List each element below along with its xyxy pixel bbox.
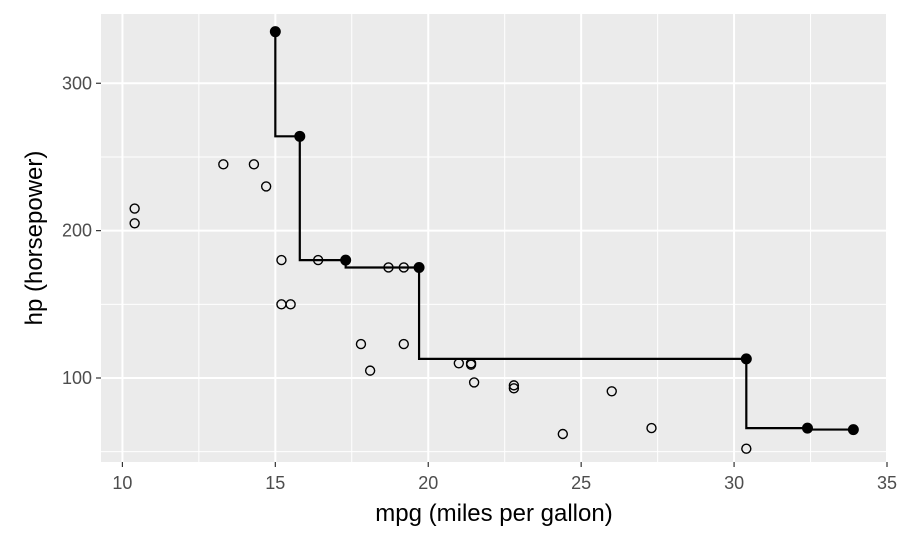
filled-point xyxy=(340,254,352,266)
open-point xyxy=(383,262,394,273)
x-tick-label: 20 xyxy=(418,473,438,493)
open-point xyxy=(508,380,520,391)
y-tick-label: 200 xyxy=(62,221,92,241)
open-point xyxy=(248,159,260,170)
open-point xyxy=(129,203,140,214)
open-point xyxy=(276,254,287,266)
x-tick-label: 30 xyxy=(724,473,744,493)
open-point xyxy=(364,365,376,376)
y-tick-label: 100 xyxy=(62,368,92,388)
open-point xyxy=(218,159,229,170)
filled-point xyxy=(294,130,306,142)
y-axis-title: hp (horsepower) xyxy=(21,151,48,326)
open-point xyxy=(355,338,367,350)
x-tick-label: 25 xyxy=(571,473,591,493)
filled-point xyxy=(740,353,752,365)
x-tick-label: 10 xyxy=(112,473,132,493)
open-point xyxy=(465,359,477,370)
open-point xyxy=(468,377,480,388)
open-point xyxy=(741,443,752,454)
x-tick-labels: 10 15 20 25 30 35 xyxy=(112,473,897,493)
filled-point xyxy=(847,424,859,436)
open-point xyxy=(508,383,520,394)
filled-points xyxy=(269,26,859,436)
open-point xyxy=(646,422,657,434)
open-point xyxy=(557,428,569,440)
y-tick-label: 300 xyxy=(62,73,92,93)
filled-point xyxy=(269,26,281,38)
open-point xyxy=(398,338,409,350)
plot-panel xyxy=(101,14,887,462)
open-point xyxy=(285,299,296,310)
grid-major xyxy=(101,14,888,462)
open-point xyxy=(606,386,617,397)
x-tick-label: 15 xyxy=(265,473,285,493)
y-tick-labels: 100 200 300 xyxy=(62,73,92,388)
open-point xyxy=(398,262,409,273)
axis-ticks xyxy=(96,82,888,467)
open-point xyxy=(260,181,272,192)
x-tick-label: 35 xyxy=(877,473,897,493)
open-point xyxy=(312,254,324,266)
grid-minor xyxy=(101,14,887,462)
x-axis-title: mpg (miles per gallon) xyxy=(375,500,612,527)
open-point xyxy=(129,218,140,229)
filled-point xyxy=(413,261,425,273)
open-points xyxy=(129,159,752,454)
filled-point xyxy=(801,422,813,434)
open-point xyxy=(453,358,465,369)
